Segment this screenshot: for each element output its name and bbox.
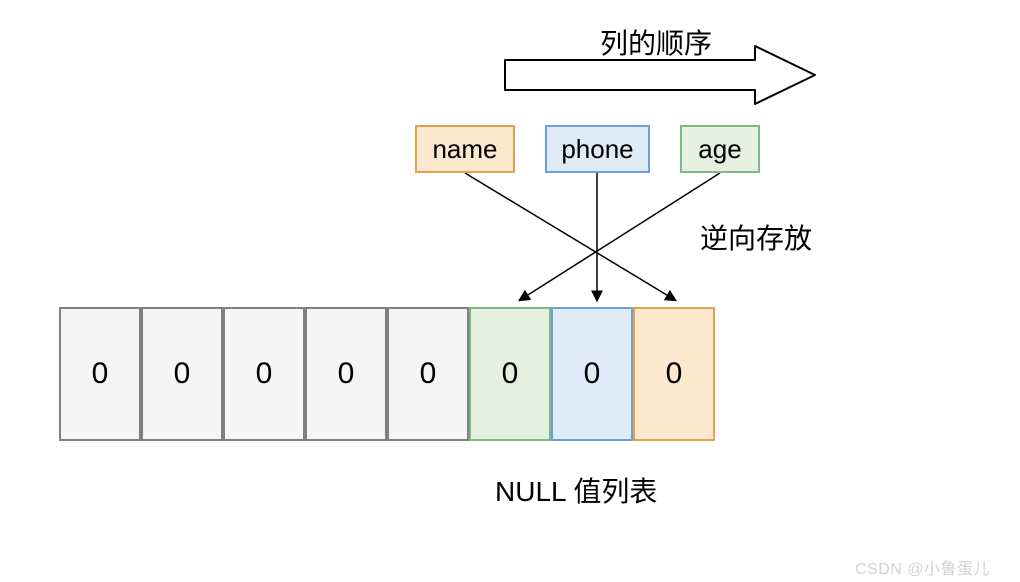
bitmap-cell-value: 0 [92,357,109,391]
column-box-name: name [415,125,515,173]
column-box-phone: phone [545,125,650,173]
reverse-storage-label: 逆向存放 [700,217,812,257]
bitmap-cell-value: 0 [420,357,437,391]
column-box-age: age [680,125,760,173]
bitmap-cell: 0 [141,307,223,441]
bitmap-cell: 0 [387,307,469,441]
watermark: CSDN @小鲁蛋儿 [855,555,990,579]
bitmap-cell: 0 [59,307,141,441]
bitmap-cell-value: 0 [584,357,601,391]
bitmap-cell: 0 [223,307,305,441]
column-order-label: 列的顺序 [600,22,712,62]
bitmap-cell-value: 0 [174,357,191,391]
mapping-arrows [465,173,720,300]
null-list-label: NULL 值列表 [495,470,657,510]
column-label: name [432,134,497,165]
column-label: phone [561,134,633,165]
bitmap-cell-value: 0 [502,357,519,391]
bitmap-cell-value: 0 [256,357,273,391]
bitmap-cell-value: 0 [666,357,683,391]
bitmap-cell: 0 [305,307,387,441]
bitmap-cell-value: 0 [338,357,355,391]
column-label: age [698,134,741,165]
bitmap-cell: 0 [633,307,715,441]
bitmap-cell: 0 [551,307,633,441]
bitmap-cell: 0 [469,307,551,441]
